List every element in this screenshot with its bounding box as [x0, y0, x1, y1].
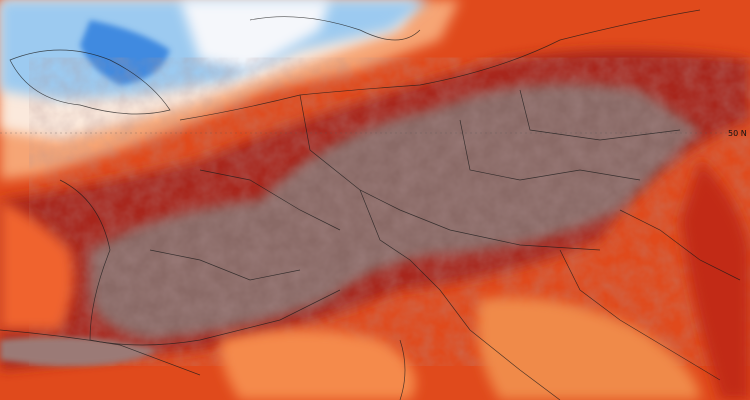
latitude-label: 50 N: [728, 129, 747, 138]
borders: [0, 9, 741, 400]
